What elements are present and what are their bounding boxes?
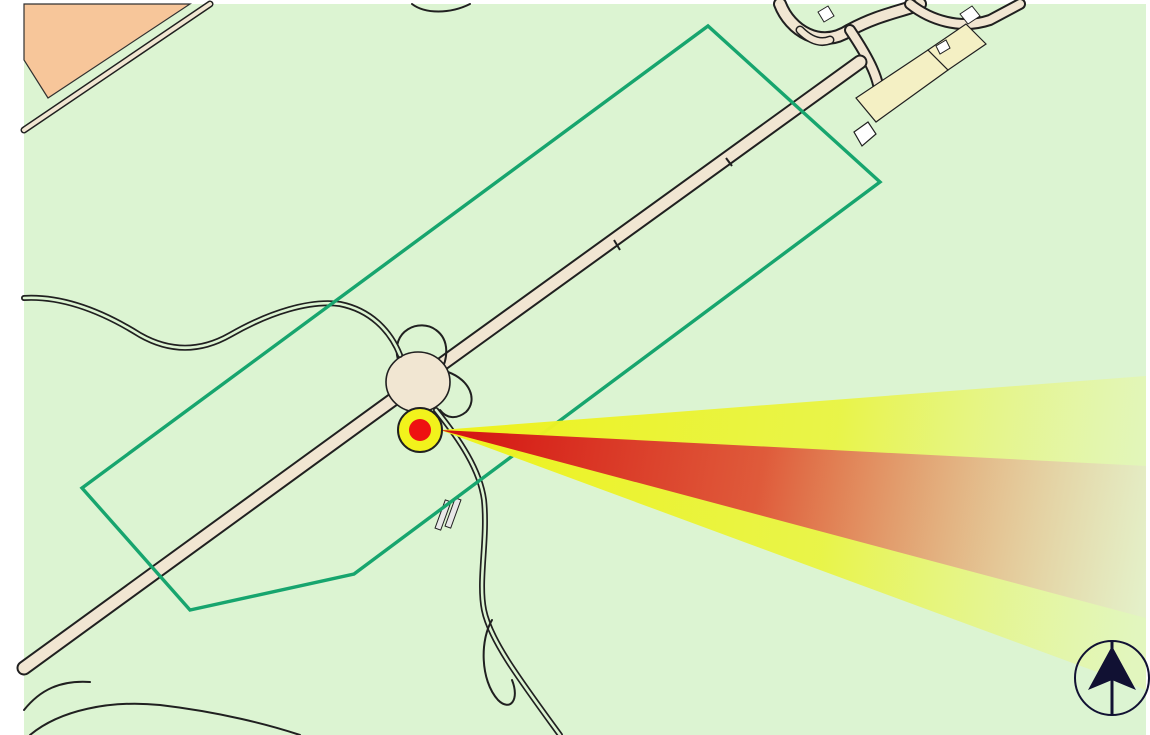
building <box>853 121 877 147</box>
residential-area <box>23 3 192 99</box>
footpath-top <box>411 3 471 13</box>
residential-road <box>20 0 214 134</box>
building <box>935 39 951 55</box>
camera-fov-inner <box>440 430 1146 618</box>
map-left-margin <box>0 0 24 735</box>
north-arrow-compass-icon[interactable] <box>1074 640 1150 716</box>
building <box>959 5 981 25</box>
footpath-southwest <box>29 702 301 735</box>
footpath-southwest-2 <box>23 680 91 711</box>
building <box>817 5 835 23</box>
buildings-northeast <box>817 5 987 147</box>
footpath-south-loop <box>482 619 516 706</box>
building <box>927 23 987 71</box>
footpath-south-inner <box>434 408 562 735</box>
roundabout <box>385 324 473 418</box>
map-right-margin <box>1146 0 1150 735</box>
road-stubs <box>613 157 733 251</box>
geofence-boundary <box>79 23 883 612</box>
benches <box>434 497 462 531</box>
map-top-margin <box>0 0 1150 4</box>
aircraft-position-icon[interactable] <box>397 407 443 453</box>
footpath-west-inner <box>22 296 402 357</box>
